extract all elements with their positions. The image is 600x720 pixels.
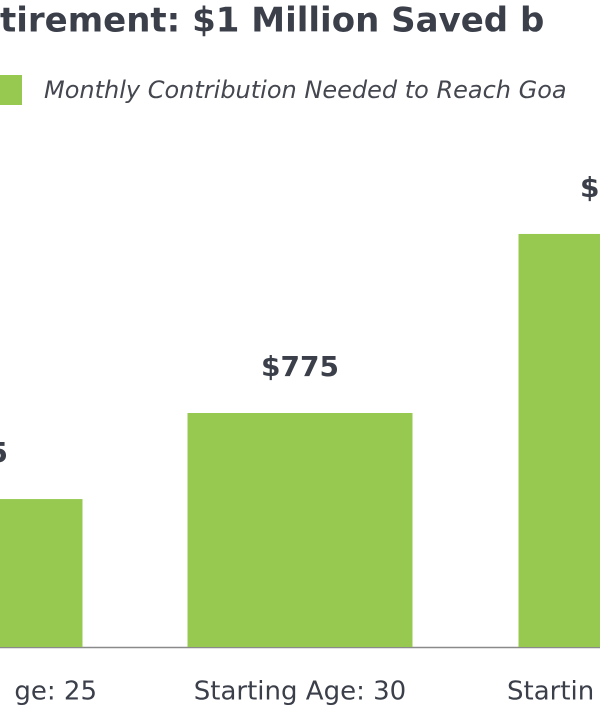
value-label: $	[580, 171, 599, 204]
value-label: $775	[261, 350, 339, 383]
legend-label: Monthly Contribution Needed to Reach Goa	[44, 76, 567, 104]
x-tick-label: ge: 25	[14, 677, 97, 707]
bar	[518, 233, 600, 647]
x-tick-label: Startin	[507, 677, 594, 707]
x-tick-label: Starting Age: 30	[194, 677, 406, 707]
legend-swatch	[0, 75, 22, 105]
bar	[0, 499, 83, 647]
value-label: 5	[0, 436, 8, 469]
bar	[187, 413, 413, 647]
chart-title: tirement: $1 Million Saved b	[0, 1, 544, 41]
